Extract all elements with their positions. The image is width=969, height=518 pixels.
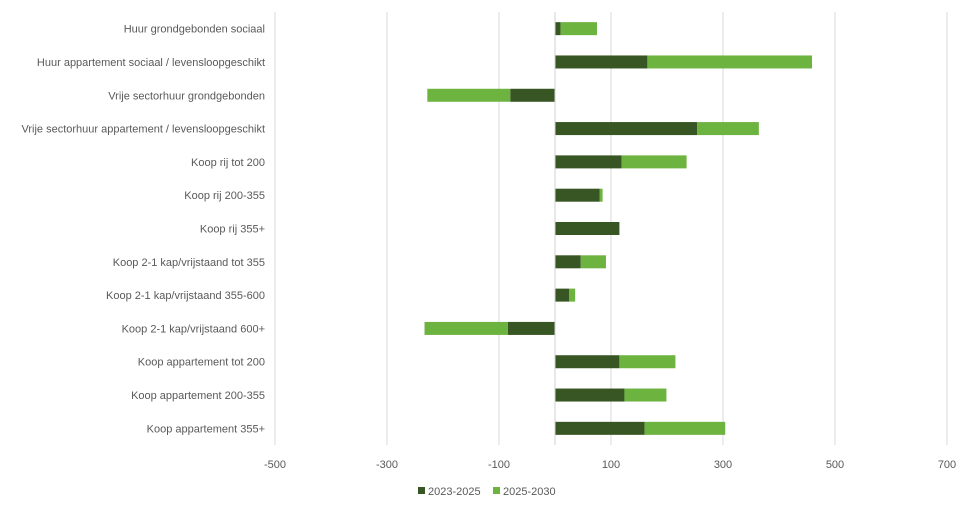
bar-2023-2025 [555, 188, 600, 202]
bar-2023-2025 [555, 421, 645, 435]
category-label: Koop 2-1 kap/vrijstaand tot 355 [113, 257, 265, 269]
bar-2025-2030 [621, 155, 687, 169]
category-label: Vrije sectorhuur appartement / levensloo… [21, 124, 265, 136]
bar-2025-2030 [697, 122, 759, 136]
legend-swatch-2023-2025 [418, 487, 425, 494]
bar-2023-2025 [510, 88, 555, 102]
bar-2023-2025 [555, 222, 620, 235]
legend-swatch-2025-2030 [493, 487, 500, 494]
legend-label: 2023-2025 [428, 486, 481, 498]
category-label: Huur appartement sociaal / levensloopges… [37, 57, 265, 69]
bars [424, 22, 813, 435]
x-tick-label: -500 [264, 459, 286, 471]
category-label: Koop appartement tot 200 [138, 357, 265, 369]
bar-2023-2025 [555, 288, 569, 302]
x-tick-labels: -500 -300 -100 100 300 500 700 [264, 459, 956, 471]
category-labels: Huur grondgebonden sociaal Huur apparteme… [21, 24, 265, 436]
bar-2025-2030 [644, 421, 726, 435]
bar-2025-2030 [427, 88, 511, 102]
bar-2023-2025 [555, 155, 622, 169]
category-label: Koop appartement 200-355 [131, 390, 265, 402]
bar-2023-2025 [555, 122, 698, 136]
x-tick-label: -300 [376, 459, 398, 471]
bar-2023-2025 [555, 388, 625, 402]
category-label: Vrije sectorhuur grondgebonden [108, 90, 265, 102]
legend-label: 2025-2030 [503, 486, 556, 498]
bar-2023-2025 [555, 22, 561, 36]
x-tick-label: 500 [826, 459, 844, 471]
bar-2025-2030 [424, 321, 508, 335]
x-tick-label: 100 [602, 459, 620, 471]
bar-2025-2030 [619, 355, 676, 369]
x-tick-label: 700 [938, 459, 956, 471]
category-label: Koop rij 200-355 [184, 190, 265, 202]
category-label: Koop 2-1 kap/vrijstaand 600+ [122, 323, 265, 335]
bar-2025-2030 [569, 288, 576, 302]
category-label: Huur grondgebonden sociaal [124, 24, 265, 36]
legend: 2023-2025 2025-2030 [418, 486, 556, 498]
bar-2025-2030 [560, 22, 597, 36]
bar-2025-2030 [624, 388, 667, 402]
x-tick-label: 300 [714, 459, 732, 471]
bar-2023-2025 [555, 355, 620, 369]
bar-2023-2025 [555, 55, 648, 69]
bar-2023-2025 [507, 321, 555, 335]
category-label: Koop rij 355+ [200, 224, 265, 236]
category-label: Koop appartement 355+ [147, 423, 265, 435]
gridlines [274, 12, 948, 445]
bar-2025-2030 [580, 255, 606, 269]
x-tick-label: -100 [488, 459, 510, 471]
bar-2023-2025 [555, 255, 581, 269]
bar-2025-2030 [647, 55, 813, 69]
category-label: Koop 2-1 kap/vrijstaand 355-600 [106, 290, 265, 302]
bar-2025-2030 [599, 188, 603, 202]
category-label: Koop rij tot 200 [191, 157, 265, 169]
